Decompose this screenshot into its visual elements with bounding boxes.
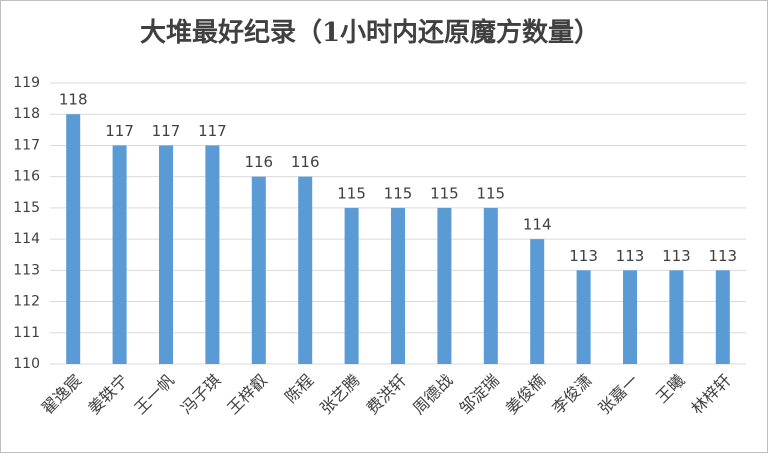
bar [623,270,637,364]
data-label: 117 [105,122,134,140]
y-tick-label: 114 [13,231,40,247]
bar [715,270,730,364]
data-label: 113 [708,247,737,265]
y-tick-label: 113 [13,262,40,278]
y-tick-label: 112 [13,294,40,310]
y-tick-label: 118 [13,106,40,122]
data-label: 113 [662,247,691,265]
data-label: 113 [616,247,645,265]
bar [251,176,266,364]
bar [530,239,545,364]
bar [669,270,684,364]
bar [205,145,220,364]
bar [391,207,405,364]
bar [66,114,81,364]
data-label: 115 [430,184,459,202]
data-label: 113 [569,247,598,265]
data-label: 118 [59,91,88,109]
bar [344,207,359,364]
y-tick-label: 119 [13,75,40,91]
bar [437,207,452,364]
bar [298,176,313,364]
data-label: 115 [337,184,366,202]
data-label: 115 [384,184,413,202]
data-label: 117 [198,122,227,140]
data-label: 116 [244,153,273,171]
bar [112,145,127,364]
data-label: 114 [523,216,552,234]
bar [576,270,591,364]
y-tick-label: 117 [13,137,40,153]
data-label: 117 [152,122,181,140]
bar [483,207,498,364]
y-tick-label: 110 [13,356,40,372]
y-tick-label: 111 [13,325,40,341]
chart-title: 大堆最好纪录（1小时内还原魔方数量） [140,17,600,48]
bar [159,145,173,364]
data-label: 115 [476,184,505,202]
y-tick-label: 115 [13,200,40,216]
data-label: 116 [291,153,320,171]
y-tick-label: 116 [13,169,40,185]
